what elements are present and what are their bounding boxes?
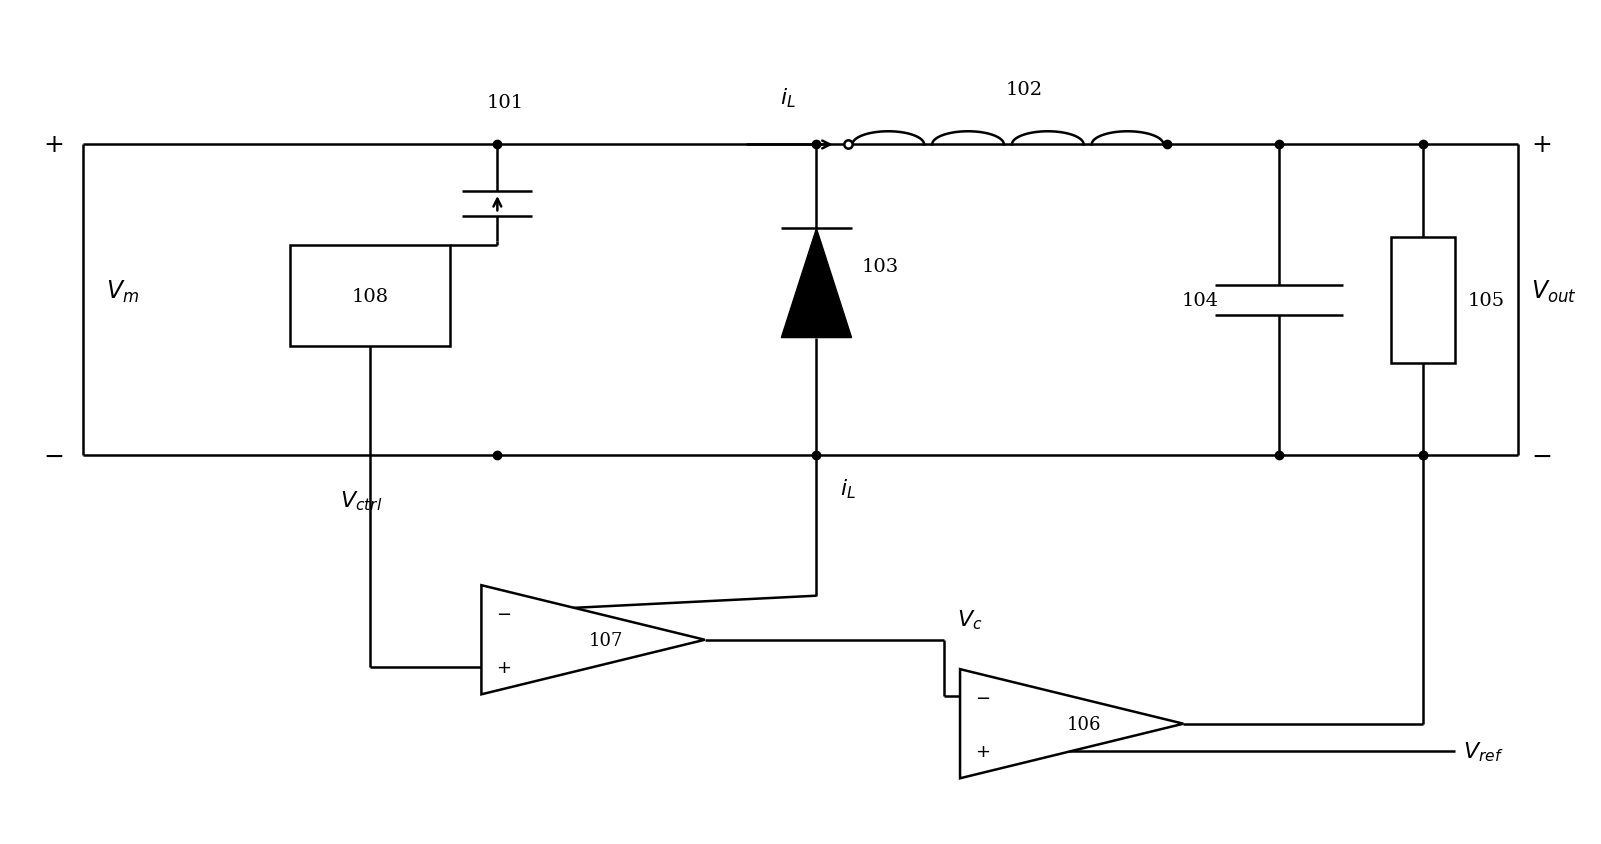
Text: $V_{ctrl}$: $V_{ctrl}$ <box>341 489 383 512</box>
Text: $+$: $+$ <box>496 658 511 676</box>
Text: 106: 106 <box>1068 715 1101 733</box>
Text: 105: 105 <box>1468 291 1505 310</box>
Bar <box>290 246 450 347</box>
Text: $-$: $-$ <box>496 603 511 622</box>
Text: $+$: $+$ <box>975 742 989 760</box>
Text: 102: 102 <box>1005 81 1042 100</box>
Text: $V_{m}$: $V_{m}$ <box>107 279 139 306</box>
Text: $V_{c}$: $V_{c}$ <box>957 608 983 631</box>
Polygon shape <box>781 230 852 338</box>
Text: $+$: $+$ <box>1531 134 1551 157</box>
Polygon shape <box>482 586 704 695</box>
Bar <box>1391 237 1455 363</box>
Text: $V_{ref}$: $V_{ref}$ <box>1463 739 1503 763</box>
Text: $i_{L}$: $i_{L}$ <box>780 87 796 110</box>
Polygon shape <box>961 669 1183 778</box>
Text: 101: 101 <box>487 94 524 111</box>
Text: $+$: $+$ <box>43 134 64 157</box>
Text: 104: 104 <box>1182 291 1218 310</box>
Text: 103: 103 <box>861 258 898 276</box>
Text: 107: 107 <box>589 631 623 649</box>
Text: $-$: $-$ <box>43 444 64 467</box>
Text: $-$: $-$ <box>1531 444 1551 467</box>
Text: 108: 108 <box>351 287 389 306</box>
Text: $-$: $-$ <box>975 688 989 706</box>
Text: $V_{out}$: $V_{out}$ <box>1531 279 1577 306</box>
Text: $i_{L}$: $i_{L}$ <box>841 477 857 500</box>
